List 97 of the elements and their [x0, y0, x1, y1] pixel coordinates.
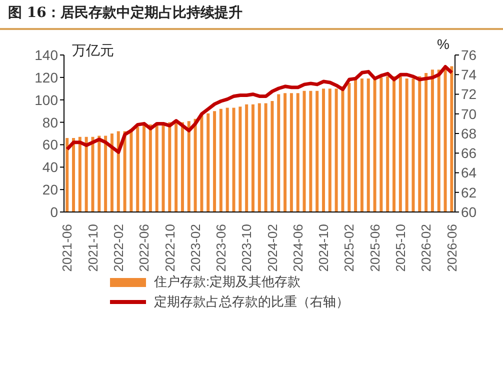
y-tick-label: 60 [42, 136, 58, 153]
bar [316, 90, 319, 212]
bar [142, 124, 146, 212]
bar [194, 118, 197, 212]
bar [116, 131, 120, 212]
x-tick-label: 2026-02 [418, 224, 434, 272]
bar [245, 104, 248, 212]
bar [206, 113, 210, 212]
bar [296, 93, 300, 212]
y2-tick-label: 64 [461, 164, 477, 181]
y2-tick-label: 76 [461, 46, 477, 63]
y-tick-label: 40 [42, 159, 58, 176]
y2-tick-label: 72 [461, 86, 477, 102]
bar [258, 103, 261, 212]
x-tick-label: 2025-06 [367, 224, 382, 272]
y2-axis-title: % [437, 36, 450, 52]
bar [322, 88, 325, 212]
x-tick-label: 2025-02 [342, 224, 357, 272]
bar [130, 129, 133, 212]
bar [168, 122, 172, 212]
x-tick-label: 2022-10 [162, 224, 178, 272]
y-tick-label: 100 [34, 92, 58, 108]
bar [373, 78, 376, 212]
bar [174, 122, 178, 212]
bar [66, 138, 69, 212]
bar [72, 138, 76, 212]
bar [200, 114, 204, 212]
chart-title: 图 16：居民存款中定期占比持续提升 [8, 4, 242, 22]
bar [290, 93, 293, 212]
bar [91, 136, 94, 212]
y-tick-label: 140 [34, 46, 58, 63]
bar [187, 121, 190, 212]
x-tick-label: 2024-06 [290, 224, 306, 272]
x-tick-label: 2023-02 [188, 224, 203, 272]
bar [392, 76, 396, 212]
bar [251, 104, 254, 212]
legend-label: 定期存款占总存款的比重（右轴） [154, 293, 349, 311]
bar [148, 124, 152, 212]
bar [123, 131, 126, 212]
legend-label: 住户存款:定期及其他存款 [154, 273, 301, 291]
y-tick-label: 0 [50, 204, 58, 220]
bar [309, 90, 312, 212]
bar [270, 100, 274, 212]
x-tick-label: 2025-10 [393, 224, 408, 272]
bar [380, 77, 383, 212]
x-tick-label: 2026-06 [444, 224, 460, 272]
bar [341, 86, 344, 212]
x-tick-label: 2021-06 [60, 224, 75, 272]
x-tick-label: 2023-06 [214, 224, 229, 272]
y2-tick-label: 62 [461, 184, 477, 200]
bar [418, 76, 422, 212]
y2-tick-label: 74 [461, 66, 477, 83]
bar [398, 76, 402, 212]
x-tick-label: 2024-10 [316, 224, 332, 272]
bar [430, 70, 434, 212]
bar [110, 134, 114, 212]
bar [136, 126, 140, 212]
bar [238, 106, 242, 212]
y2-tick-label: 60 [461, 204, 477, 220]
bar [232, 108, 236, 212]
bar [348, 83, 351, 212]
x-tick-label: 2022-02 [110, 224, 126, 272]
bar [104, 136, 108, 212]
y2-tick-label: 70 [461, 106, 477, 122]
bar [424, 72, 428, 212]
bar [284, 93, 287, 212]
bar [84, 136, 88, 212]
bar [354, 80, 358, 212]
bar [219, 108, 222, 212]
bar [450, 66, 454, 212]
bar [328, 88, 332, 212]
bar [334, 88, 338, 212]
y-axis-title: 万亿元 [72, 42, 114, 60]
x-tick-label: 2022-06 [136, 224, 152, 272]
bar [302, 90, 306, 212]
bar [412, 78, 415, 212]
x-tick-label: 2024-02 [264, 224, 280, 272]
line-series [65, 65, 454, 154]
x-tick-label: 2023-10 [239, 224, 254, 272]
y2-tick-label: 68 [461, 125, 477, 142]
bar [366, 78, 370, 212]
bar [226, 108, 229, 212]
y2-tick-label: 66 [461, 145, 477, 162]
bar [360, 78, 364, 212]
y-tick-label: 80 [42, 114, 58, 130]
bar [78, 136, 82, 212]
y-tick-label: 120 [34, 69, 58, 86]
bar [277, 94, 280, 212]
bar [213, 111, 216, 212]
bar [386, 76, 390, 212]
bar [437, 70, 440, 212]
bar [180, 122, 184, 212]
bar [98, 136, 101, 212]
x-tick-label: 2021-10 [85, 224, 100, 272]
bar [405, 78, 408, 212]
bar [264, 103, 268, 212]
y-tick-label: 20 [42, 182, 58, 198]
